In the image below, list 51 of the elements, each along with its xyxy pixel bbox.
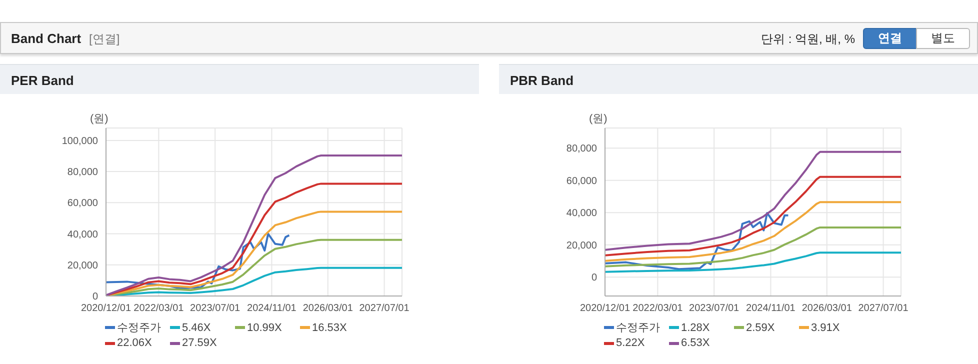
line-series (605, 252, 901, 273)
x-tick-label: 2020/12/01 (80, 303, 132, 314)
x-tick-label: 2026/03/01 (802, 303, 852, 314)
legend-label: 22.06X (117, 337, 152, 349)
y-tick-label: 80,000 (67, 167, 98, 178)
text: Band Chart (11, 31, 82, 46)
line-series (605, 176, 901, 256)
line-series (605, 226, 901, 268)
x-tick-label: 2023/07/01 (689, 303, 740, 314)
x-tick-label: 2023/07/01 (190, 303, 241, 314)
chart-title: PER Band (11, 73, 74, 88)
legend-label: 2.59X (746, 322, 775, 334)
y-axis-title: (원) (90, 112, 108, 126)
text: [연결] (89, 31, 120, 48)
line-series (605, 201, 901, 262)
y-tick-label: 40,000 (566, 208, 598, 220)
legend-label: 1.28X (681, 322, 710, 334)
line-series (605, 150, 901, 251)
legend-label: 수정주가 (117, 321, 161, 335)
legend-label: 5.22X (616, 337, 645, 349)
x-tick-label: 2020/12/01 (580, 303, 630, 314)
text: 연결 (863, 28, 917, 49)
text: 별도 (916, 28, 970, 49)
y-tick-label: 40,000 (67, 229, 98, 240)
x-tick-label: 2026/03/01 (302, 303, 354, 314)
legend-label: 6.53X (681, 337, 710, 349)
chart-title: PBR Band (510, 73, 574, 88)
y-tick-label: 0 (591, 272, 598, 284)
line-series (106, 232, 290, 290)
x-tick-label: 2022/03/01 (134, 303, 184, 314)
y-tick-label: 60,000 (566, 176, 598, 187)
y-tick-label: 80,000 (566, 144, 598, 155)
x-tick-label: 2024/11/01 (746, 303, 796, 314)
y-tick-label: 20,000 (67, 260, 98, 272)
y-tick-label: 0 (92, 292, 98, 303)
text: 단위 : 억원, 배, % (760, 31, 855, 48)
x-tick-label: 2024/11/01 (247, 303, 297, 314)
legend-label: 27.59X (182, 337, 217, 349)
y-tick-label: 20,000 (566, 240, 598, 252)
legend-label: 5.46X (182, 322, 211, 334)
x-tick-label: 2027/07/01 (359, 303, 410, 314)
x-tick-label: 2022/03/01 (632, 303, 684, 314)
legend-label: 3.91X (811, 322, 840, 334)
y-axis-title: (원) (589, 112, 608, 126)
legend-label: 10.99X (247, 322, 282, 334)
y-tick-label: 100,000 (62, 136, 98, 147)
x-tick-label: 2027/07/01 (858, 303, 909, 314)
y-tick-label: 60,000 (67, 198, 98, 210)
legend-label: 16.53X (312, 322, 347, 334)
legend-label: 수정주가 (616, 321, 660, 335)
line-series (605, 212, 790, 270)
